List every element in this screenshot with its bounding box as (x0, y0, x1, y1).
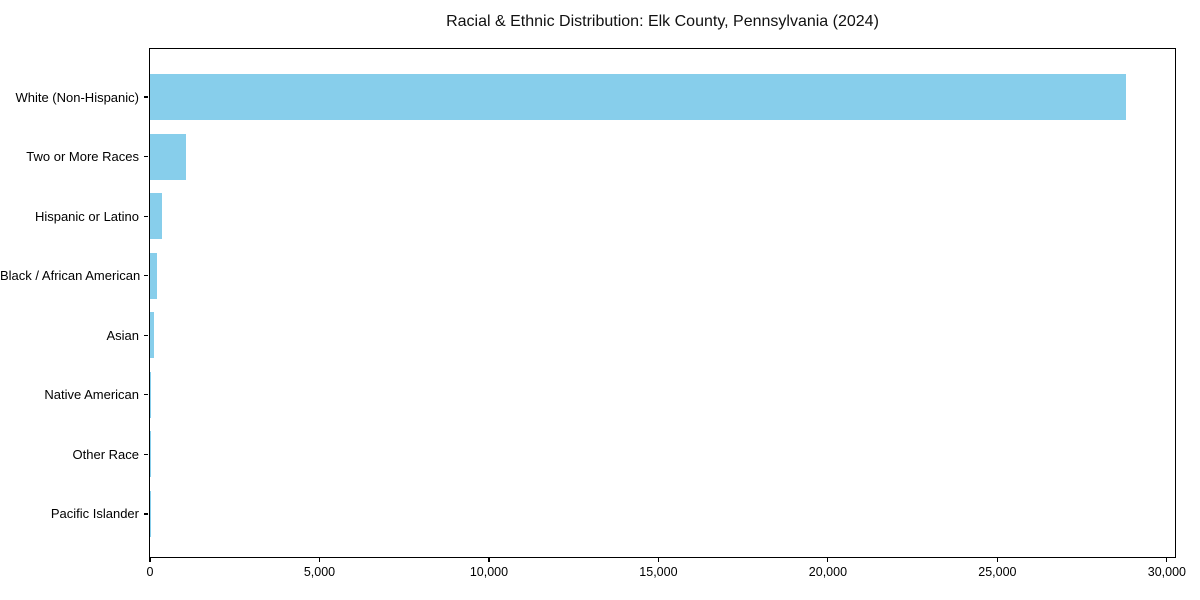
y-tick-mark (144, 155, 148, 158)
bar (150, 312, 155, 359)
y-tick-label: Two or More Races (26, 149, 139, 165)
y-tick-label: Black / African American (0, 268, 141, 284)
x-tick-label: 5,000 (303, 565, 336, 579)
y-tick-mark (144, 453, 148, 455)
bar (150, 371, 152, 418)
bar (150, 74, 1127, 120)
y-tick-mark (144, 96, 148, 98)
chart-title: Racial & Ethnic Distribution: Elk County… (446, 13, 879, 30)
x-tick-mark (827, 558, 829, 562)
y-tick-label: Other Race (72, 446, 139, 462)
bar (150, 252, 157, 299)
plot-area (149, 48, 1176, 558)
y-tick-mark (144, 215, 148, 217)
y-tick-mark (144, 394, 148, 396)
bar (150, 133, 186, 180)
x-tick-label: 0 (146, 565, 154, 579)
x-tick-label: 25,000 (978, 565, 1017, 579)
x-tick-label: 15,000 (639, 565, 678, 579)
y-tick-mark (144, 513, 148, 515)
y-tick-label: Native American (44, 387, 139, 403)
x-tick-mark (488, 558, 490, 562)
x-tick-label: 30,000 (1147, 565, 1186, 579)
x-tick-label: 10,000 (469, 565, 509, 579)
bar (150, 431, 151, 478)
y-tick-label: Hispanic or Latino (34, 208, 139, 224)
y-tick-label: Asian (106, 327, 139, 343)
y-tick-mark (144, 334, 148, 336)
y-tick-mark (144, 275, 148, 277)
y-tick-label: White (Non-Hispanic) (15, 89, 139, 105)
x-tick-mark (996, 558, 998, 562)
y-tick-label: Pacific Islander (50, 506, 139, 522)
x-tick-mark (318, 558, 321, 562)
x-tick-mark (657, 558, 660, 562)
x-tick-mark (1166, 558, 1168, 562)
x-tick-label: 20,000 (808, 565, 848, 579)
x-tick-mark (149, 558, 151, 562)
bar (150, 193, 162, 240)
